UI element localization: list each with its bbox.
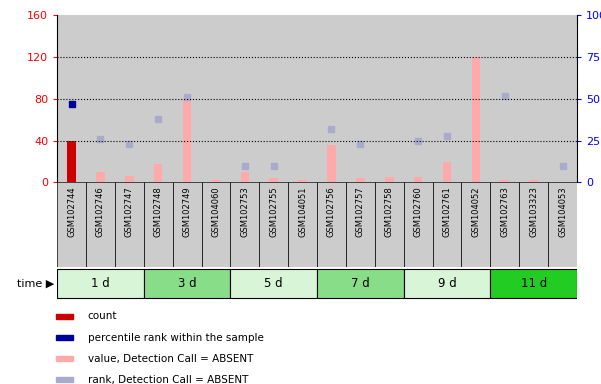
Bar [56,314,73,319]
Bar [404,15,433,182]
FancyBboxPatch shape [317,268,404,298]
FancyBboxPatch shape [346,182,375,267]
Bar [259,15,288,182]
Text: 7 d: 7 d [351,277,370,290]
Text: GSM102749: GSM102749 [183,187,192,237]
Bar [56,335,73,340]
Bar [172,15,201,182]
Bar [67,141,76,182]
Bar [472,57,480,182]
Bar [212,180,220,182]
Bar [490,15,519,182]
Text: 9 d: 9 d [438,277,456,290]
Bar [317,15,346,182]
Bar [154,164,162,182]
FancyBboxPatch shape [86,182,115,267]
Text: GSM102748: GSM102748 [154,187,163,237]
Bar [183,99,191,182]
Text: GSM102755: GSM102755 [269,187,278,237]
FancyBboxPatch shape [172,182,201,267]
Text: GSM102757: GSM102757 [356,187,365,237]
FancyBboxPatch shape [404,182,433,267]
Bar [269,178,278,182]
FancyBboxPatch shape [317,182,346,267]
Bar [86,15,115,182]
Text: GSM103323: GSM103323 [529,187,538,237]
Bar [462,15,490,182]
Text: 1 d: 1 d [91,277,110,290]
FancyBboxPatch shape [375,182,404,267]
Bar [56,356,73,361]
FancyBboxPatch shape [115,182,144,267]
Bar [433,15,462,182]
FancyBboxPatch shape [144,182,172,267]
FancyBboxPatch shape [288,182,317,267]
FancyBboxPatch shape [259,182,288,267]
Text: 5 d: 5 d [264,277,283,290]
Bar [240,172,249,182]
FancyBboxPatch shape [57,182,86,267]
Text: GSM102756: GSM102756 [327,187,336,237]
FancyBboxPatch shape [201,182,230,267]
FancyBboxPatch shape [462,182,490,267]
Text: rank, Detection Call = ABSENT: rank, Detection Call = ABSENT [88,375,248,384]
Bar [548,15,577,182]
Bar [125,176,133,182]
Text: GSM102746: GSM102746 [96,187,105,237]
Bar [443,162,451,182]
Bar [115,15,144,182]
Bar [385,177,394,182]
Text: value, Detection Call = ABSENT: value, Detection Call = ABSENT [88,354,253,364]
FancyBboxPatch shape [144,268,230,298]
Text: GSM102747: GSM102747 [125,187,134,237]
Text: GSM102760: GSM102760 [413,187,423,237]
FancyBboxPatch shape [230,182,259,267]
Bar [519,15,548,182]
Text: GSM102761: GSM102761 [442,187,451,237]
Text: GSM102758: GSM102758 [385,187,394,237]
Bar [56,377,73,382]
FancyBboxPatch shape [548,182,577,267]
Text: GSM102744: GSM102744 [67,187,76,237]
FancyBboxPatch shape [404,268,490,298]
Text: GSM104052: GSM104052 [471,187,480,237]
FancyBboxPatch shape [230,268,317,298]
Text: GSM104053: GSM104053 [558,187,567,237]
Text: count: count [88,311,117,321]
Bar [57,15,86,182]
FancyBboxPatch shape [57,268,144,298]
Bar [288,15,317,182]
Bar [327,145,336,182]
Bar [414,177,423,182]
Text: GSM102763: GSM102763 [500,187,509,237]
Text: GSM104060: GSM104060 [212,187,221,237]
Text: percentile rank within the sample: percentile rank within the sample [88,333,263,343]
FancyBboxPatch shape [490,268,577,298]
Bar [298,180,307,182]
Bar [375,15,404,182]
Bar [96,172,105,182]
Text: GSM104051: GSM104051 [298,187,307,237]
Text: GSM102753: GSM102753 [240,187,249,237]
Text: time ▶: time ▶ [17,278,54,288]
Bar [346,15,375,182]
Text: 11 d: 11 d [520,277,547,290]
Bar [144,15,172,182]
Bar [201,15,230,182]
Bar [529,180,538,182]
FancyBboxPatch shape [490,182,519,267]
Bar [501,180,509,182]
Bar [356,178,365,182]
FancyBboxPatch shape [433,182,462,267]
Bar [230,15,259,182]
FancyBboxPatch shape [519,182,548,267]
Text: 3 d: 3 d [178,277,197,290]
